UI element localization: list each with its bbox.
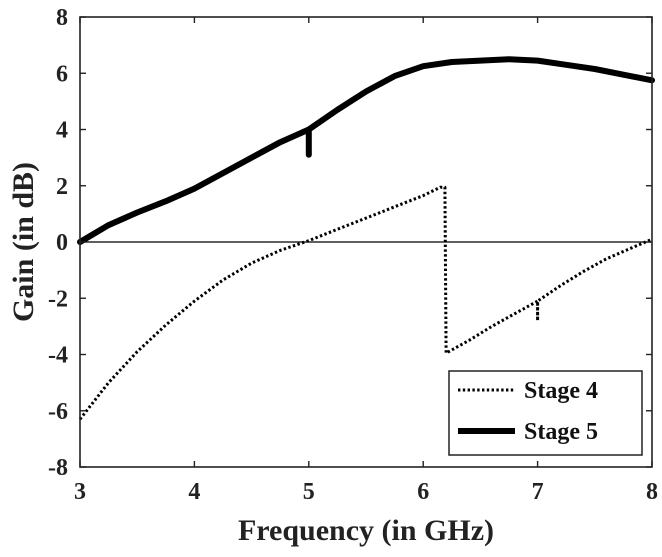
series-line-stage-4 xyxy=(78,185,653,421)
y-axis-ticks: -8 -6 -4 -2 0 2 4 6 8 xyxy=(48,5,652,481)
x-axis-title: Frequency (in GHz) xyxy=(238,514,494,547)
y-tick-label: -8 xyxy=(48,455,68,481)
legend-label-stage-5: Stage 5 xyxy=(524,419,598,445)
legend: Stage 4 Stage 5 xyxy=(448,370,643,456)
series-line-stage-5 xyxy=(77,56,655,245)
x-axis-ticks: 3 4 5 6 7 8 xyxy=(74,17,658,505)
y-axis-title: Gain (in dB) xyxy=(7,162,40,322)
y-tick-label: 4 xyxy=(56,118,68,144)
y-tick-label: 6 xyxy=(56,61,68,87)
y-tick-label: -4 xyxy=(48,343,68,369)
x-tick-label: 3 xyxy=(74,479,86,505)
x-tick-label: 7 xyxy=(532,479,544,505)
x-tick-label: 4 xyxy=(188,479,200,505)
series-layer xyxy=(77,56,655,421)
y-tick-label: -6 xyxy=(48,399,68,425)
x-tick-label: 8 xyxy=(646,479,658,505)
y-tick-label: -2 xyxy=(48,286,68,312)
y-tick-label: 0 xyxy=(56,230,68,256)
y-tick-label: 2 xyxy=(56,174,68,200)
x-tick-label: 6 xyxy=(417,479,429,505)
legend-label-stage-4: Stage 4 xyxy=(524,378,598,404)
legend-box xyxy=(448,370,643,456)
y-tick-label: 8 xyxy=(56,5,68,31)
x-tick-label: 5 xyxy=(303,479,315,505)
